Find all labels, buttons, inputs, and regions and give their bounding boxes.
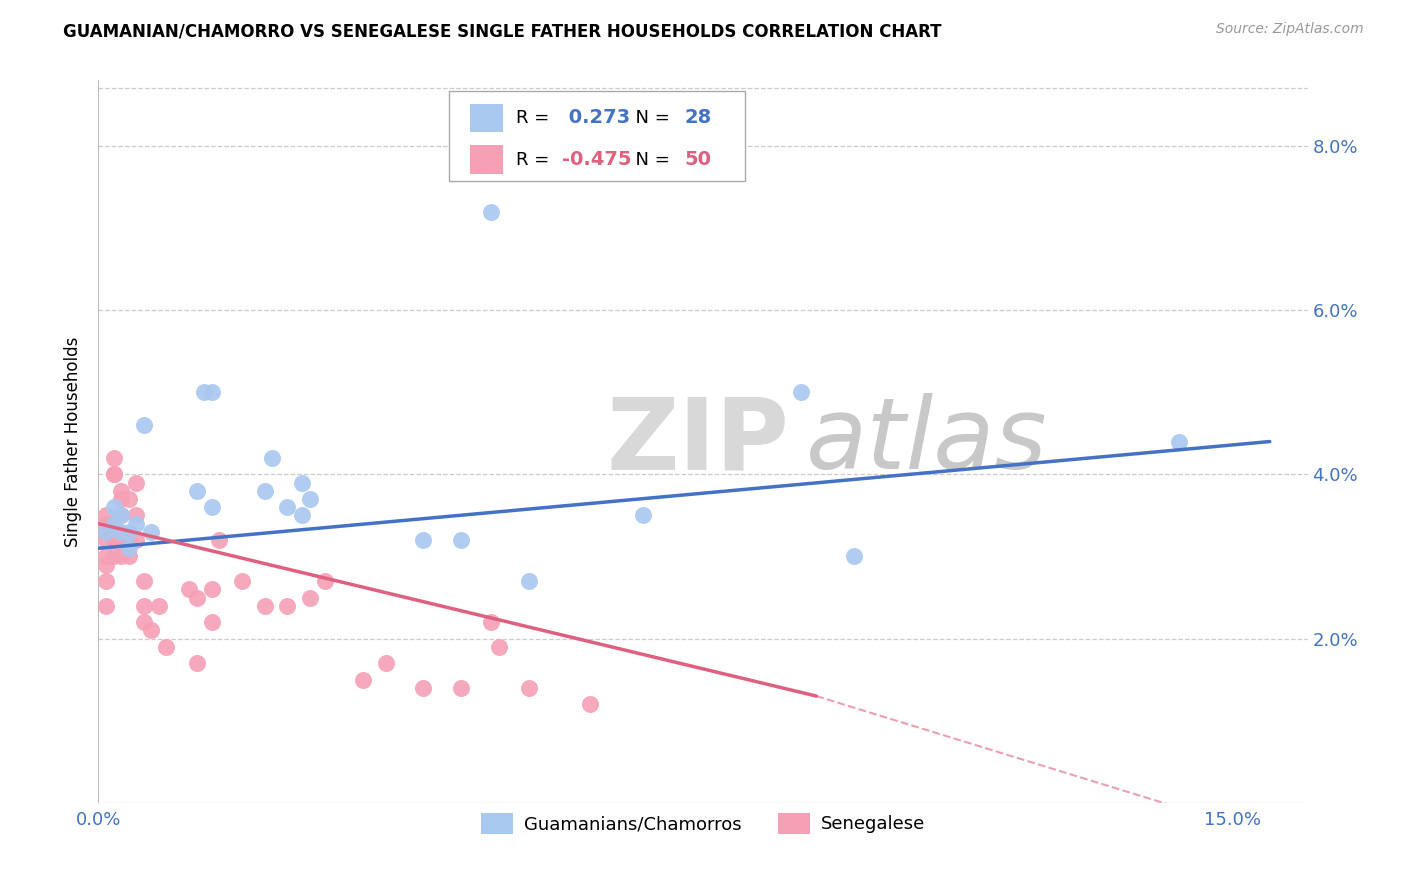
Point bbox=[110, 533, 132, 547]
Point bbox=[193, 385, 215, 400]
Point bbox=[125, 516, 148, 531]
Point bbox=[103, 467, 125, 482]
Text: N =: N = bbox=[624, 109, 676, 127]
Point bbox=[94, 533, 117, 547]
Point bbox=[276, 500, 298, 515]
Point bbox=[374, 657, 396, 671]
Text: R =: R = bbox=[516, 109, 554, 127]
Point bbox=[299, 491, 322, 506]
Point bbox=[118, 491, 141, 506]
Point bbox=[94, 516, 117, 531]
Point bbox=[118, 533, 141, 547]
Point bbox=[118, 549, 141, 564]
Point bbox=[481, 615, 503, 630]
Point bbox=[488, 640, 510, 654]
Point bbox=[253, 483, 276, 498]
Point bbox=[132, 599, 155, 613]
Point bbox=[94, 574, 117, 588]
Point bbox=[450, 533, 472, 547]
Point bbox=[110, 491, 132, 506]
Point bbox=[155, 640, 177, 654]
Text: N =: N = bbox=[624, 151, 676, 169]
Point bbox=[299, 591, 322, 605]
Point bbox=[132, 574, 155, 588]
Text: ZIP: ZIP bbox=[606, 393, 789, 490]
FancyBboxPatch shape bbox=[470, 145, 503, 174]
Point bbox=[110, 508, 132, 523]
Point bbox=[201, 582, 224, 597]
Point bbox=[148, 599, 170, 613]
Point bbox=[186, 591, 208, 605]
Point bbox=[352, 673, 374, 687]
Point bbox=[125, 475, 148, 490]
Point bbox=[110, 524, 132, 539]
Point bbox=[118, 541, 141, 556]
Point bbox=[578, 698, 600, 712]
Point bbox=[844, 549, 866, 564]
Text: 0.273: 0.273 bbox=[561, 109, 630, 128]
Point bbox=[481, 204, 503, 219]
Point bbox=[517, 574, 540, 588]
Point bbox=[231, 574, 253, 588]
Point bbox=[276, 599, 298, 613]
Point bbox=[186, 483, 208, 498]
Text: GUAMANIAN/CHAMORRO VS SENEGALESE SINGLE FATHER HOUSEHOLDS CORRELATION CHART: GUAMANIAN/CHAMORRO VS SENEGALESE SINGLE … bbox=[63, 22, 942, 40]
Point bbox=[94, 524, 117, 539]
Text: 28: 28 bbox=[685, 109, 711, 128]
Point bbox=[103, 549, 125, 564]
Point bbox=[412, 533, 434, 547]
Y-axis label: Single Father Households: Single Father Households bbox=[65, 336, 83, 547]
Point bbox=[631, 508, 654, 523]
Point bbox=[125, 508, 148, 523]
Point bbox=[103, 467, 125, 482]
Point bbox=[201, 615, 224, 630]
Point bbox=[179, 582, 201, 597]
Point bbox=[186, 657, 208, 671]
Point bbox=[262, 450, 284, 465]
Point bbox=[412, 681, 434, 695]
Point bbox=[103, 533, 125, 547]
Point bbox=[253, 599, 276, 613]
Point bbox=[103, 516, 125, 531]
Point bbox=[103, 500, 125, 515]
Point bbox=[94, 549, 117, 564]
Point bbox=[125, 533, 148, 547]
Point bbox=[110, 508, 132, 523]
Point bbox=[201, 500, 224, 515]
Point bbox=[517, 681, 540, 695]
Text: R =: R = bbox=[516, 151, 554, 169]
Point bbox=[450, 681, 472, 695]
Point bbox=[141, 524, 163, 539]
Point bbox=[790, 385, 813, 400]
Point bbox=[94, 558, 117, 572]
Point bbox=[201, 385, 224, 400]
FancyBboxPatch shape bbox=[449, 91, 745, 181]
Text: 50: 50 bbox=[685, 150, 711, 169]
Point bbox=[94, 599, 117, 613]
Point bbox=[132, 615, 155, 630]
Text: -0.475: -0.475 bbox=[561, 150, 631, 169]
Point bbox=[291, 508, 314, 523]
Point bbox=[110, 549, 132, 564]
Point bbox=[208, 533, 231, 547]
FancyBboxPatch shape bbox=[470, 103, 503, 132]
Text: Source: ZipAtlas.com: Source: ZipAtlas.com bbox=[1216, 22, 1364, 37]
Point bbox=[94, 524, 117, 539]
Point bbox=[110, 483, 132, 498]
Point bbox=[141, 624, 163, 638]
Point bbox=[291, 475, 314, 490]
Legend: Guamanians/Chamorros, Senegalese: Guamanians/Chamorros, Senegalese bbox=[474, 805, 932, 841]
Point bbox=[132, 418, 155, 433]
Point bbox=[118, 524, 141, 539]
Point bbox=[103, 450, 125, 465]
Point bbox=[94, 508, 117, 523]
Point bbox=[103, 516, 125, 531]
Point bbox=[314, 574, 336, 588]
Text: atlas: atlas bbox=[806, 393, 1047, 490]
Point bbox=[1168, 434, 1191, 449]
